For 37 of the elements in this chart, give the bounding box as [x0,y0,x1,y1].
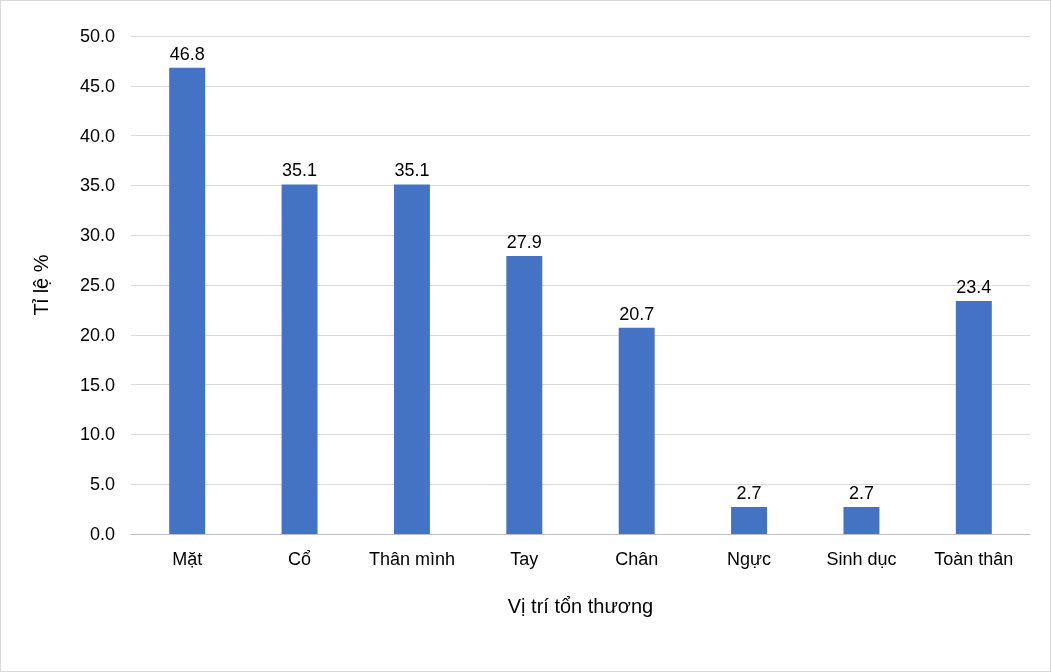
data-label: 35.1 [282,160,318,181]
y-tick-label: 0.0 [89,524,115,544]
data-label: 27.9 [506,232,542,253]
bar [618,327,655,534]
bar [731,507,768,534]
data-label: 46.8 [169,43,205,64]
y-tick-label: 15.0 [79,374,115,395]
x-tick-label: Toàn thân [934,549,1014,569]
bar [281,184,318,534]
y-axis-title: Tỉ lệ % [30,254,52,316]
bar [393,184,430,534]
y-tick-label: 30.0 [79,225,115,246]
x-tick-label: Mặt [172,549,203,569]
y-tick-label: 5.0 [89,474,115,495]
data-label: 2.7 [848,483,874,504]
bar [955,300,992,534]
x-tick-label: Tay [510,549,539,569]
data-label: 2.7 [736,483,762,504]
y-tick-label: 10.0 [79,424,115,445]
data-label: 35.1 [394,160,430,181]
x-tick-label: Thân mình [368,549,455,569]
x-tick-label: Ngực [727,549,772,569]
x-tick-label: Cổ [288,549,312,569]
bar [506,256,543,534]
data-label: 23.4 [956,276,992,297]
bar [169,67,206,534]
x-axis-title: Vị trí tổn thương [507,595,654,617]
y-tick-label: 40.0 [79,125,115,146]
y-tick-label: 35.0 [79,175,115,196]
x-tick-label: Sinh dục [826,549,897,569]
y-tick-label: 20.0 [79,324,115,345]
x-tick-label: Chân [615,549,659,569]
bar [843,507,880,534]
y-tick-label: 45.0 [79,75,115,96]
y-tick-label: 25.0 [79,275,115,295]
data-label: 20.7 [619,303,655,324]
y-tick-label: 50.0 [79,26,115,46]
